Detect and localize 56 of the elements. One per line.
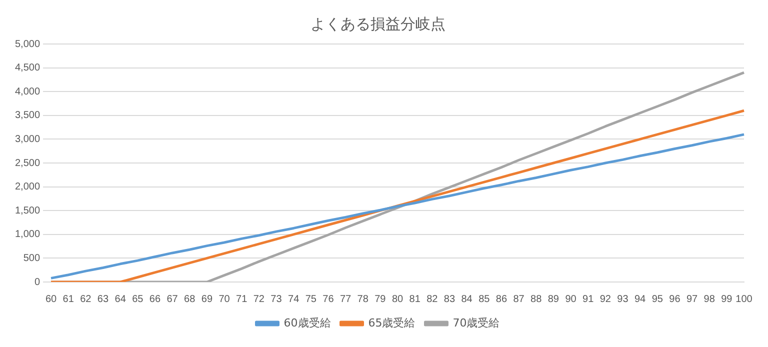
x-tick-label: 64 — [114, 294, 126, 305]
x-tick-label: 60 — [45, 294, 58, 305]
x-tick-label: 67 — [166, 294, 178, 305]
x-tick-label: 72 — [253, 294, 265, 305]
x-tick-label: 98 — [704, 294, 716, 305]
x-tick-label: 99 — [721, 294, 733, 305]
x-tick-label: 81 — [409, 294, 421, 305]
x-tick-label: 74 — [288, 294, 300, 305]
x-tick-label: 86 — [496, 294, 508, 305]
x-tick-label: 87 — [513, 294, 525, 305]
y-tick-label: 1,000 — [14, 229, 40, 240]
x-tick-label: 93 — [617, 294, 629, 305]
y-tick-label: 5,000 — [14, 38, 40, 50]
y-tick-label: 3,500 — [14, 110, 40, 122]
x-tick-label: 83 — [444, 294, 456, 305]
x-tick-label: 61 — [62, 294, 74, 305]
x-tick-label: 97 — [686, 294, 698, 305]
x-tick-label: 79 — [374, 294, 386, 305]
x-tick-label: 63 — [97, 294, 109, 305]
x-tick-label: 65 — [132, 294, 144, 305]
x-tick-label: 75 — [305, 294, 317, 305]
x-tick-label: 84 — [461, 294, 473, 305]
y-tick-label: 2,500 — [14, 158, 40, 169]
x-tick-label: 95 — [652, 294, 664, 305]
y-tick-label: 500 — [23, 252, 40, 264]
x-tick-label: 80 — [392, 294, 404, 305]
x-tick-label: 82 — [426, 294, 438, 305]
y-tick-label: 4,000 — [14, 86, 40, 98]
x-tick-label: 68 — [184, 294, 196, 305]
legend-label: 70歳受給 — [452, 316, 500, 330]
x-tick-label: 85 — [478, 294, 490, 305]
x-tick-label: 88 — [530, 294, 542, 305]
x-tick-label: 69 — [201, 294, 213, 305]
x-tick-label: 90 — [565, 294, 577, 305]
y-tick-label: 1,500 — [14, 205, 40, 216]
x-tick-label: 92 — [600, 294, 612, 305]
x-tick-label: 100 — [736, 294, 753, 305]
y-tick-label: 0 — [34, 276, 40, 288]
x-tick-label: 71 — [236, 294, 248, 305]
y-tick-label: 2,000 — [14, 182, 40, 193]
x-tick-label: 73 — [270, 294, 282, 305]
x-tick-label: 78 — [357, 294, 369, 305]
x-tick-label: 96 — [669, 294, 681, 305]
y-tick-label: 3,000 — [14, 134, 40, 145]
x-tick-label: 62 — [80, 294, 92, 305]
y-tick-label: 4,500 — [14, 62, 40, 74]
x-tick-label: 70 — [218, 294, 230, 305]
chart-title: よくある損益分岐点 — [310, 14, 446, 33]
legend-label: 65歳受給 — [368, 316, 416, 330]
x-tick-label: 77 — [340, 294, 352, 305]
x-tick-label: 76 — [322, 294, 334, 305]
x-tick-label: 94 — [634, 294, 646, 305]
x-tick-label: 66 — [149, 294, 161, 305]
x-tick-label: 89 — [548, 294, 560, 305]
x-tick-label: 91 — [582, 294, 594, 305]
legend-label: 60歳受給 — [284, 316, 331, 330]
